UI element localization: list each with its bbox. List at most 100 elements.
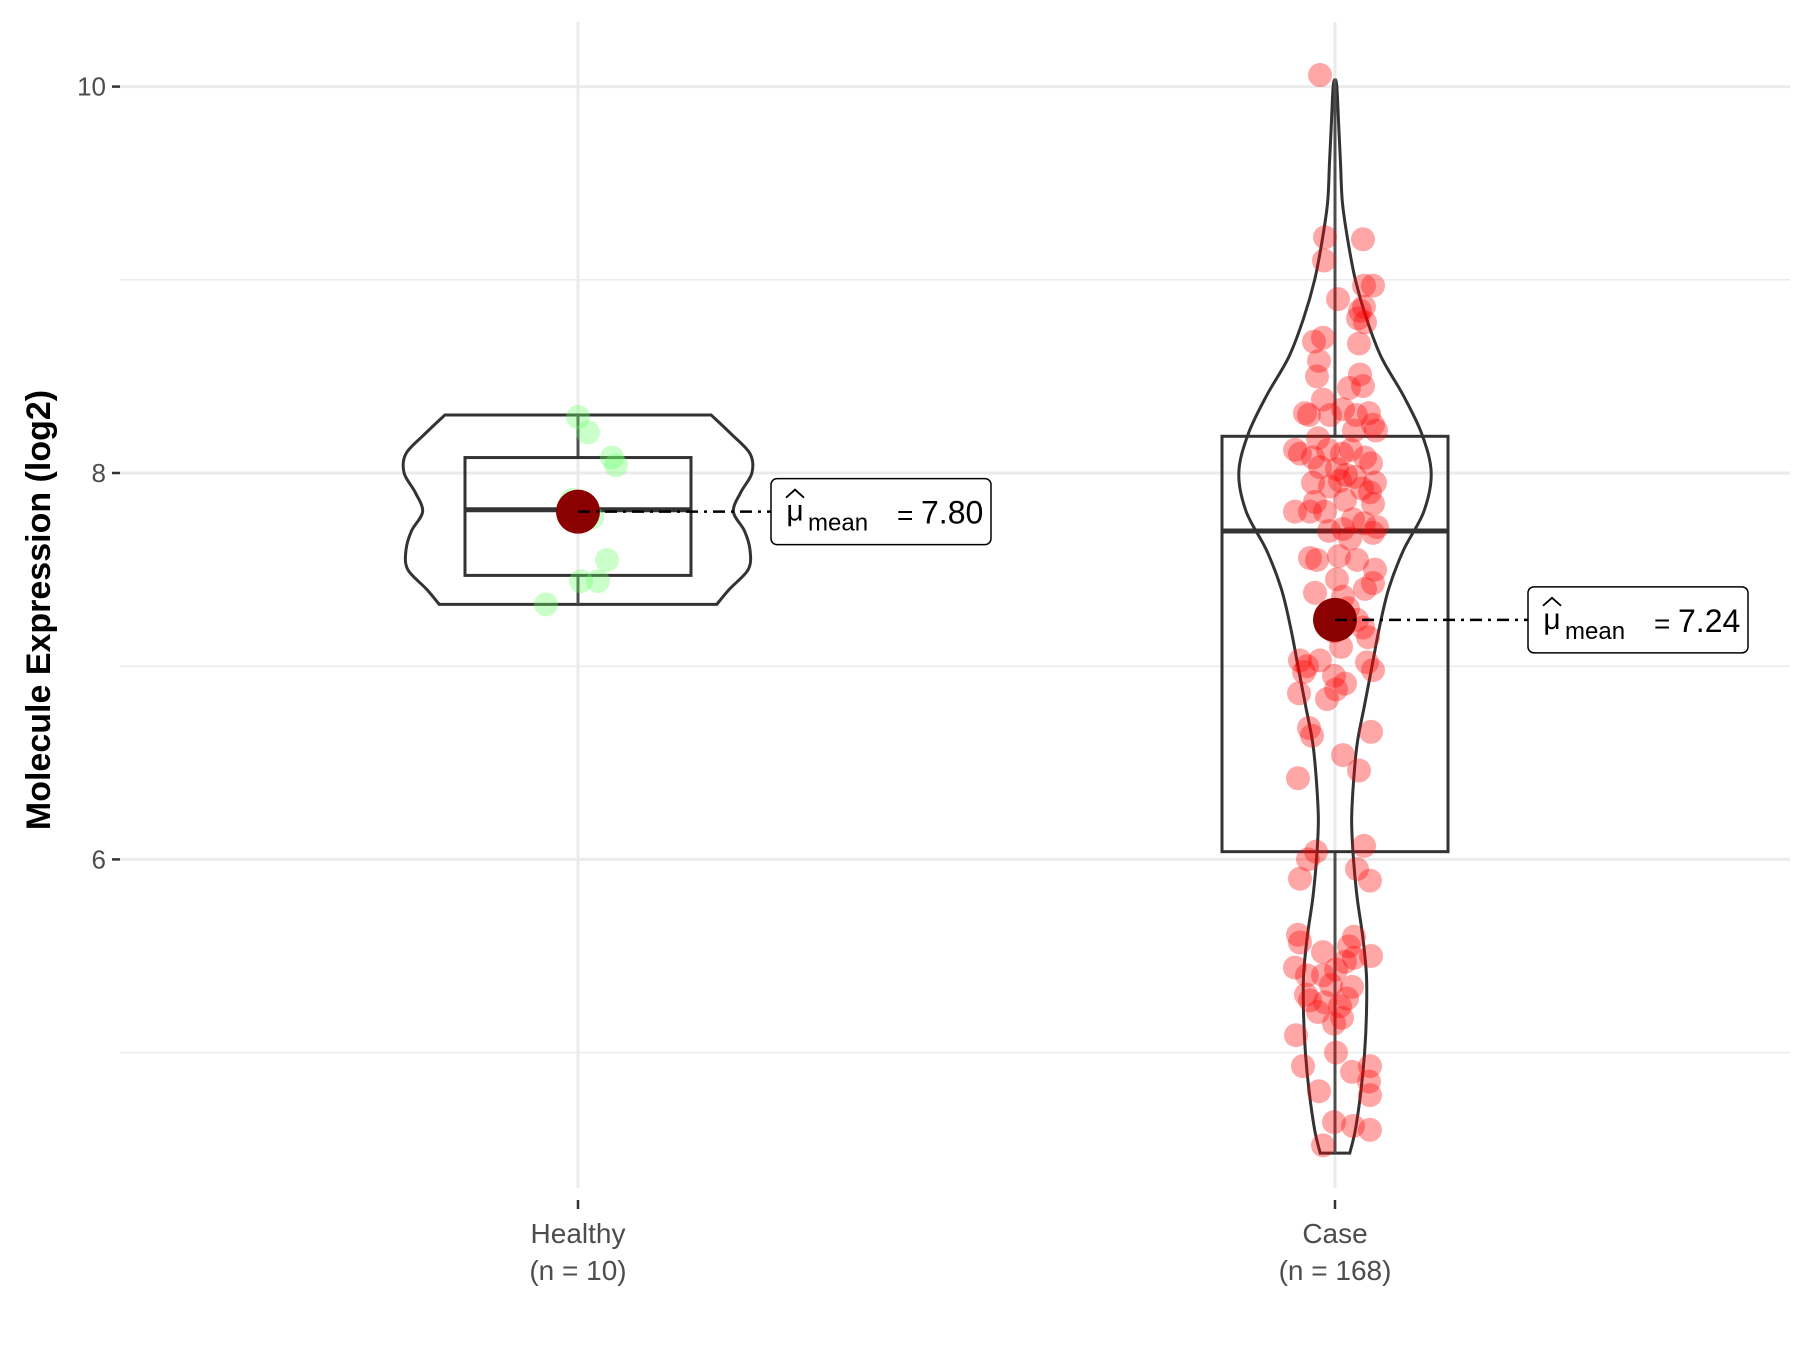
data-point bbox=[1356, 625, 1380, 650]
data-point bbox=[1330, 441, 1354, 466]
data-point bbox=[1288, 866, 1312, 891]
data-point bbox=[1337, 934, 1361, 959]
data-point bbox=[1328, 468, 1352, 493]
data-point bbox=[1288, 441, 1312, 466]
data-point bbox=[1352, 294, 1376, 319]
data-point bbox=[1307, 348, 1331, 373]
data-point bbox=[1357, 1069, 1381, 1094]
data-point bbox=[1345, 547, 1369, 572]
data-point bbox=[1298, 546, 1322, 571]
data-point bbox=[1347, 758, 1371, 783]
data-point bbox=[1312, 248, 1336, 273]
data-point bbox=[1351, 374, 1375, 399]
data-point bbox=[1347, 331, 1371, 356]
data-point bbox=[1353, 576, 1377, 601]
data-point bbox=[1308, 648, 1332, 673]
data-point bbox=[1291, 1054, 1315, 1079]
data-point bbox=[1358, 1083, 1382, 1108]
data-point bbox=[1365, 515, 1389, 540]
data-point bbox=[1342, 924, 1366, 949]
y-tick-label: 10 bbox=[77, 72, 106, 102]
data-point bbox=[1342, 418, 1366, 443]
data-point bbox=[1345, 857, 1369, 882]
data-point bbox=[1352, 511, 1376, 536]
data-point bbox=[1308, 63, 1332, 88]
group-healthy bbox=[401, 404, 755, 617]
x-tick-label: Case bbox=[1302, 1218, 1367, 1249]
data-point bbox=[1361, 520, 1385, 545]
data-point bbox=[595, 547, 619, 572]
data-point bbox=[1298, 499, 1322, 524]
data-point bbox=[1341, 507, 1365, 532]
equals-sign: = bbox=[1654, 608, 1670, 639]
data-point bbox=[569, 569, 593, 594]
data-point bbox=[1306, 426, 1330, 451]
data-point bbox=[1283, 499, 1307, 524]
data-point bbox=[1311, 963, 1335, 988]
data-point bbox=[1288, 648, 1312, 673]
data-point bbox=[1313, 990, 1337, 1015]
data-point bbox=[1338, 526, 1362, 551]
data-point bbox=[1283, 955, 1307, 980]
mean-subscript: mean bbox=[808, 510, 868, 537]
box bbox=[1220, 434, 1450, 854]
data-point bbox=[1283, 437, 1307, 462]
data-point bbox=[1331, 517, 1355, 542]
annotations: μ mean = 7.80μ mean = 7.24 bbox=[578, 477, 1749, 654]
data-point bbox=[1313, 225, 1337, 250]
data-point bbox=[1295, 654, 1319, 679]
data-point bbox=[1301, 445, 1325, 470]
data-point bbox=[1352, 833, 1376, 858]
data-point bbox=[1343, 464, 1367, 489]
data-point bbox=[1344, 403, 1368, 428]
data-point bbox=[1334, 462, 1358, 487]
data-point bbox=[1295, 963, 1319, 988]
y-tick-label: 6 bbox=[92, 844, 106, 874]
data-point bbox=[1361, 571, 1385, 596]
data-point bbox=[1340, 974, 1364, 999]
x-tick-n-label: (n = 10) bbox=[529, 1255, 626, 1286]
data-point bbox=[1316, 437, 1340, 462]
data-point bbox=[1359, 719, 1383, 744]
data-point bbox=[1357, 401, 1381, 426]
data-point bbox=[1308, 455, 1332, 480]
data-point bbox=[1302, 329, 1326, 354]
data-point bbox=[1341, 1114, 1365, 1139]
data-point bbox=[1363, 557, 1387, 582]
data-point bbox=[1322, 663, 1346, 688]
data-point bbox=[1333, 671, 1357, 696]
data-point bbox=[1294, 982, 1318, 1007]
data-point bbox=[1315, 687, 1339, 712]
data-point bbox=[1348, 298, 1372, 323]
data-point bbox=[576, 420, 600, 445]
data-point bbox=[586, 569, 610, 594]
equals-sign: = bbox=[897, 500, 913, 531]
data-point bbox=[1327, 544, 1351, 569]
data-point bbox=[1287, 681, 1311, 706]
y-tick-label: 8 bbox=[92, 458, 106, 488]
data-point bbox=[1313, 499, 1337, 524]
data-point bbox=[1305, 547, 1329, 572]
hat-glyph bbox=[785, 488, 805, 499]
data-point bbox=[1322, 1011, 1346, 1036]
data-point bbox=[1325, 567, 1349, 592]
plot-area bbox=[401, 63, 1450, 1158]
mean-label-box bbox=[770, 477, 992, 546]
data-point bbox=[1311, 387, 1335, 412]
data-point bbox=[1339, 437, 1363, 462]
data-point bbox=[1311, 325, 1335, 350]
data-point bbox=[1335, 986, 1359, 1011]
data-point bbox=[1361, 273, 1385, 298]
data-point bbox=[1288, 930, 1312, 955]
data-point bbox=[1297, 716, 1321, 741]
data-point bbox=[1296, 847, 1320, 872]
data-point bbox=[1352, 273, 1376, 298]
data-point bbox=[1306, 1000, 1330, 1025]
data-point bbox=[1311, 940, 1335, 965]
violin bbox=[401, 413, 755, 606]
data-point bbox=[1361, 412, 1385, 437]
data-point bbox=[1359, 451, 1383, 476]
data-point bbox=[1303, 489, 1327, 514]
data-point bbox=[1333, 949, 1357, 974]
